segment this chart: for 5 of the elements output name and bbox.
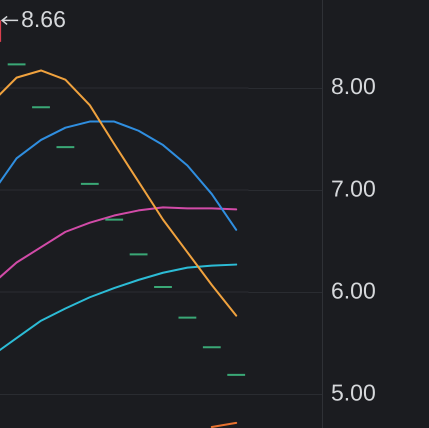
y-tick-label: 7.00 bbox=[331, 175, 376, 202]
annotation: 8.66 bbox=[21, 6, 66, 32]
y-tick-label: 8.00 bbox=[331, 73, 376, 100]
y-tick-label: 5.00 bbox=[331, 380, 376, 406]
y-tick-label: 6.00 bbox=[331, 277, 376, 304]
